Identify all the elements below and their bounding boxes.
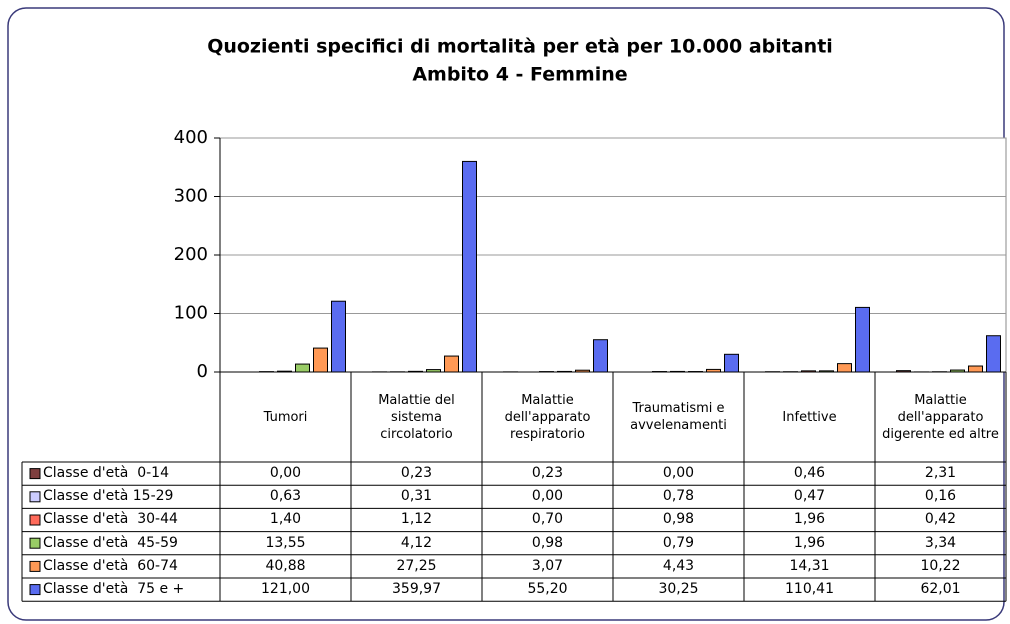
legend-label: Classe d'età 30-44 [43,511,178,527]
legend-label: Classe d'età 0-14 [43,465,169,481]
table-value: 0,98 [663,511,694,527]
y-tick-label: 200 [174,244,208,265]
legend-key [29,468,41,480]
table-value: 1,40 [270,511,301,527]
chart-title: Quozienti specifici di mortalità per età… [207,36,833,58]
category-label: Tumori [264,410,308,425]
table-value: 2,31 [925,465,956,481]
bar [724,353,739,373]
legend-label: Classe d'età 60-74 [43,558,178,574]
table-value: 0,42 [925,511,956,527]
table-value: 0,16 [925,488,956,504]
table-value: 110,41 [785,581,834,597]
category-label: Malattie del sistema circolatorio [378,393,455,442]
table-value: 10,22 [920,558,960,574]
legend-label: Classe d'età 45-59 [43,535,178,551]
table-value: 0,00 [663,465,694,481]
legend-key [29,514,41,526]
table-value: 14,31 [789,558,829,574]
table-value: 55,20 [527,581,567,597]
table-value: 0,70 [532,511,563,527]
table-value: 0,63 [270,488,301,504]
table-value: 0,23 [401,465,432,481]
table-value: 121,00 [261,581,310,597]
table-value: 40,88 [265,558,305,574]
table-value: 0,00 [532,488,563,504]
bar [855,306,870,373]
table-value: 1,96 [794,511,825,527]
table-value: 1,12 [401,511,432,527]
legend-key [29,584,41,596]
y-tick-label: 400 [174,127,208,148]
legend-key [29,491,41,503]
bar [331,300,346,373]
table-value: 0,46 [794,465,825,481]
y-tick-label: 100 [174,303,208,324]
table-value: 4,12 [401,535,432,551]
table-value: 13,55 [265,535,305,551]
table-value: 0,23 [532,465,563,481]
table-value: 0,98 [532,535,563,551]
table-value: 0,47 [794,488,825,504]
category-label: Malattie dell'apparato digerente ed altr… [882,393,999,442]
y-tick-label: 0 [197,361,208,382]
table-value: 27,25 [396,558,436,574]
category-label: Infettive [782,410,836,425]
table-value: 4,43 [663,558,694,574]
table-value: 359,97 [392,581,441,597]
table-value: 0,78 [663,488,694,504]
table-value: 3,34 [925,535,956,551]
table-value: 0,31 [401,488,432,504]
table-value: 0,00 [270,465,301,481]
table-value: 62,01 [920,581,960,597]
bar [295,363,310,373]
bar [837,363,852,373]
y-tick-label: 300 [174,186,208,207]
table-value: 0,79 [663,535,694,551]
bar [313,347,328,373]
legend-key [29,537,41,549]
bar [986,335,1001,373]
legend-label: Classe d'età 75 e + [43,581,184,597]
bar [444,355,459,373]
bar [593,339,608,373]
table-value: 1,96 [794,535,825,551]
category-label: Traumatismi e avvelenamenti [630,401,727,433]
chart-subtitle: Ambito 4 - Femmine [412,64,627,86]
category-label: Malattie dell'apparato respiratorio [505,393,591,442]
bar [462,160,477,373]
legend-key [29,560,41,572]
legend-label: Classe d'età 15-29 [43,488,173,504]
table-value: 30,25 [658,581,698,597]
table-value: 3,07 [532,558,563,574]
